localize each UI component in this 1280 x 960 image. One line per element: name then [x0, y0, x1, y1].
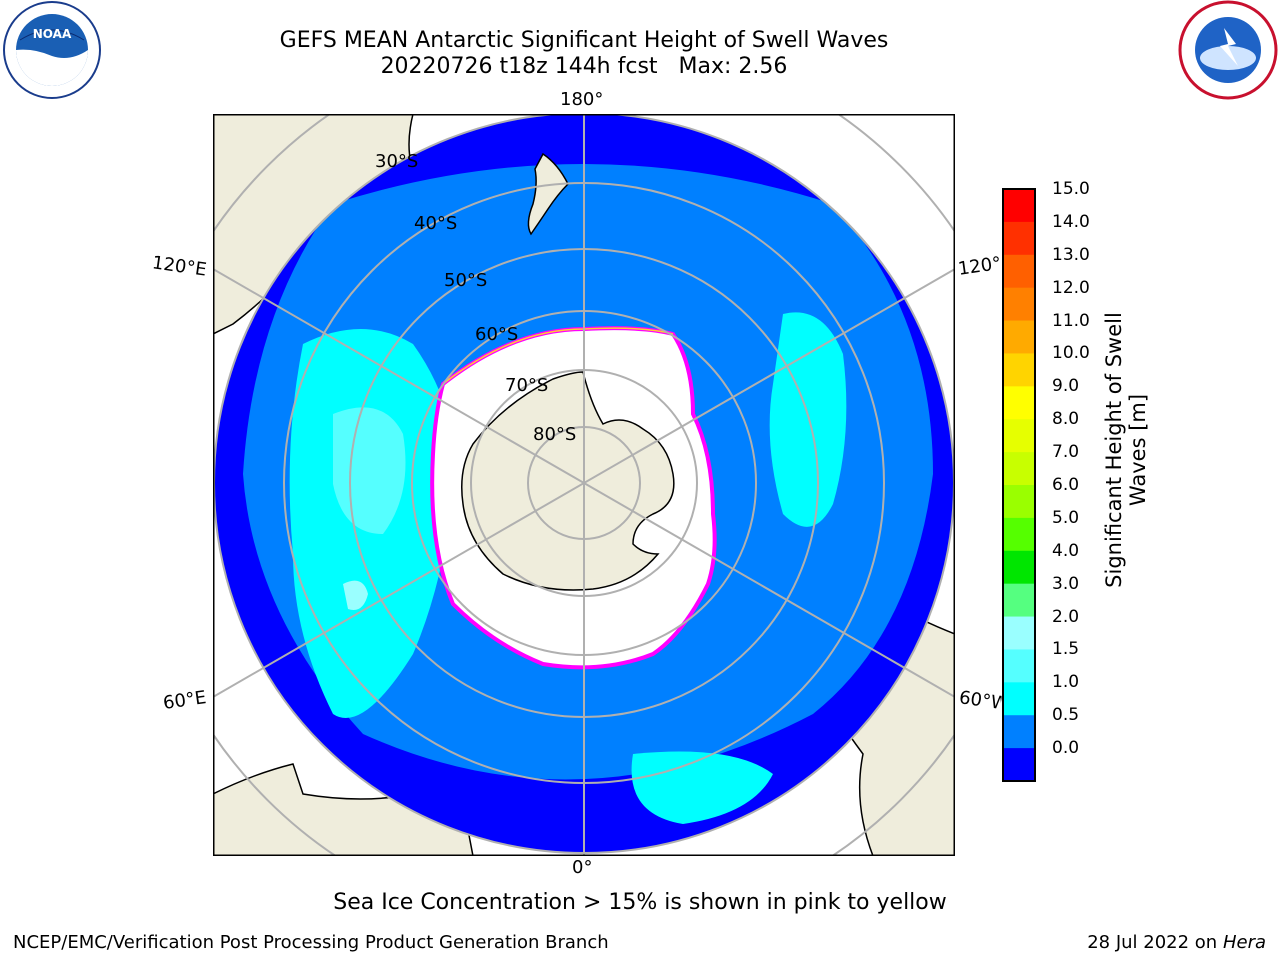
colorbar-swatch: [1003, 748, 1035, 782]
colorbar-swatch: [1003, 485, 1035, 519]
lon-label-120w: 120°W: [956, 253, 1002, 280]
land-new-zealand: [527, 152, 569, 236]
colorbar-tick: 13.0: [1052, 244, 1090, 265]
colorbar-swatch: [1003, 583, 1035, 618]
swell-band-1-0-c: [631, 751, 773, 824]
colorbar-swatch: [1003, 419, 1035, 453]
colorbar-swatch: [1003, 320, 1035, 354]
footer-right: 28 Jul 2022 on Hera: [1087, 932, 1266, 953]
colorbar-swatch: [1003, 287, 1035, 322]
footer-host: Hera: [1222, 932, 1266, 953]
colorbar-tick: 9.0: [1052, 376, 1080, 397]
colorbar-swatch: [1003, 715, 1035, 749]
colorbar: [1002, 188, 1036, 782]
colorbar-tick: 0.0: [1052, 738, 1080, 759]
lon-label-60w: 60°W: [957, 687, 1003, 714]
colorbar-label-line1: Significant Height of Swell: [1102, 312, 1126, 588]
noaa-logo: NOAA: [3, 1, 101, 99]
swell-band-1-0-b: [769, 312, 847, 527]
chart-subtitle: 20220726 t18z 144h fcst Max: 2.56: [0, 54, 1168, 80]
colorbar-tick: 1.0: [1052, 672, 1080, 693]
colorbar-tick: 6.0: [1052, 475, 1080, 495]
max-value: Max: 2.56: [678, 54, 788, 79]
lon-label-top: 180°: [560, 89, 604, 110]
lat-label-50s: 50°S: [444, 270, 488, 291]
sea-ice-note: Sea Ice Concentration > 15% is shown in …: [333, 890, 947, 915]
polar-map: [213, 114, 955, 856]
footer-date: 28 Jul 2022 on: [1087, 932, 1218, 953]
colorbar-tick: 2.0: [1052, 606, 1080, 627]
colorbar-tick: 10.0: [1052, 343, 1090, 364]
nws-logo: [1178, 0, 1278, 100]
colorbar-tick: 7.0: [1052, 442, 1080, 463]
colorbar-swatch: [1003, 517, 1035, 552]
swell-band-2-0: [343, 580, 368, 610]
colorbar-tick: 0.5: [1052, 705, 1080, 726]
lon-label-120e: 120°E: [150, 252, 208, 281]
colorbar-swatch: [1003, 682, 1035, 716]
colorbar-tick: 4.0: [1052, 540, 1080, 561]
colorbar-tick: 14.0: [1052, 211, 1090, 232]
lat-label-60s: 60°S: [475, 324, 519, 345]
lon-label-60e: 60°E: [161, 687, 208, 714]
colorbar-swatch: [1003, 221, 1035, 256]
colorbar-swatch: [1003, 189, 1035, 223]
lat-label-30s: 30°S: [375, 151, 419, 172]
colorbar-tick: 3.0: [1052, 573, 1080, 594]
colorbar-tick: 12.0: [1052, 277, 1090, 298]
colorbar-label: Significant Height of Swell Waves [m]: [1102, 300, 1150, 600]
svg-text:NOAA: NOAA: [33, 27, 72, 41]
colorbar-swatch: [1003, 616, 1035, 650]
colorbar-tick: 8.0: [1052, 409, 1080, 430]
colorbar-swatch: [1003, 550, 1035, 585]
colorbar-tick: 1.5: [1052, 639, 1080, 660]
footer-left: NCEP/EMC/Verification Post Processing Pr…: [13, 932, 609, 953]
lat-label-80s: 80°S: [533, 424, 577, 445]
colorbar-label-line2: Waves [m]: [1126, 393, 1150, 507]
lat-label-70s: 70°S: [505, 375, 549, 396]
lon-label-bottom: 0°: [572, 857, 593, 878]
colorbar-tick: 15.0: [1052, 179, 1090, 199]
sea-ice-edge-yellow: [442, 327, 674, 385]
colorbar-swatch: [1003, 452, 1035, 486]
colorbar-swatch: [1003, 254, 1035, 289]
forecast-date: 20220726 t18z 144h fcst: [380, 54, 658, 79]
colorbar-tick: 5.0: [1052, 507, 1080, 528]
colorbar-swatch: [1003, 649, 1035, 683]
chart-title: GEFS MEAN Antarctic Significant Height o…: [279, 28, 889, 53]
colorbar-swatch: [1003, 353, 1035, 387]
land-antarctica: [461, 371, 675, 591]
colorbar-tick: 11.0: [1052, 310, 1090, 331]
lat-label-40s: 40°S: [414, 213, 458, 234]
colorbar-swatch: [1003, 386, 1035, 420]
